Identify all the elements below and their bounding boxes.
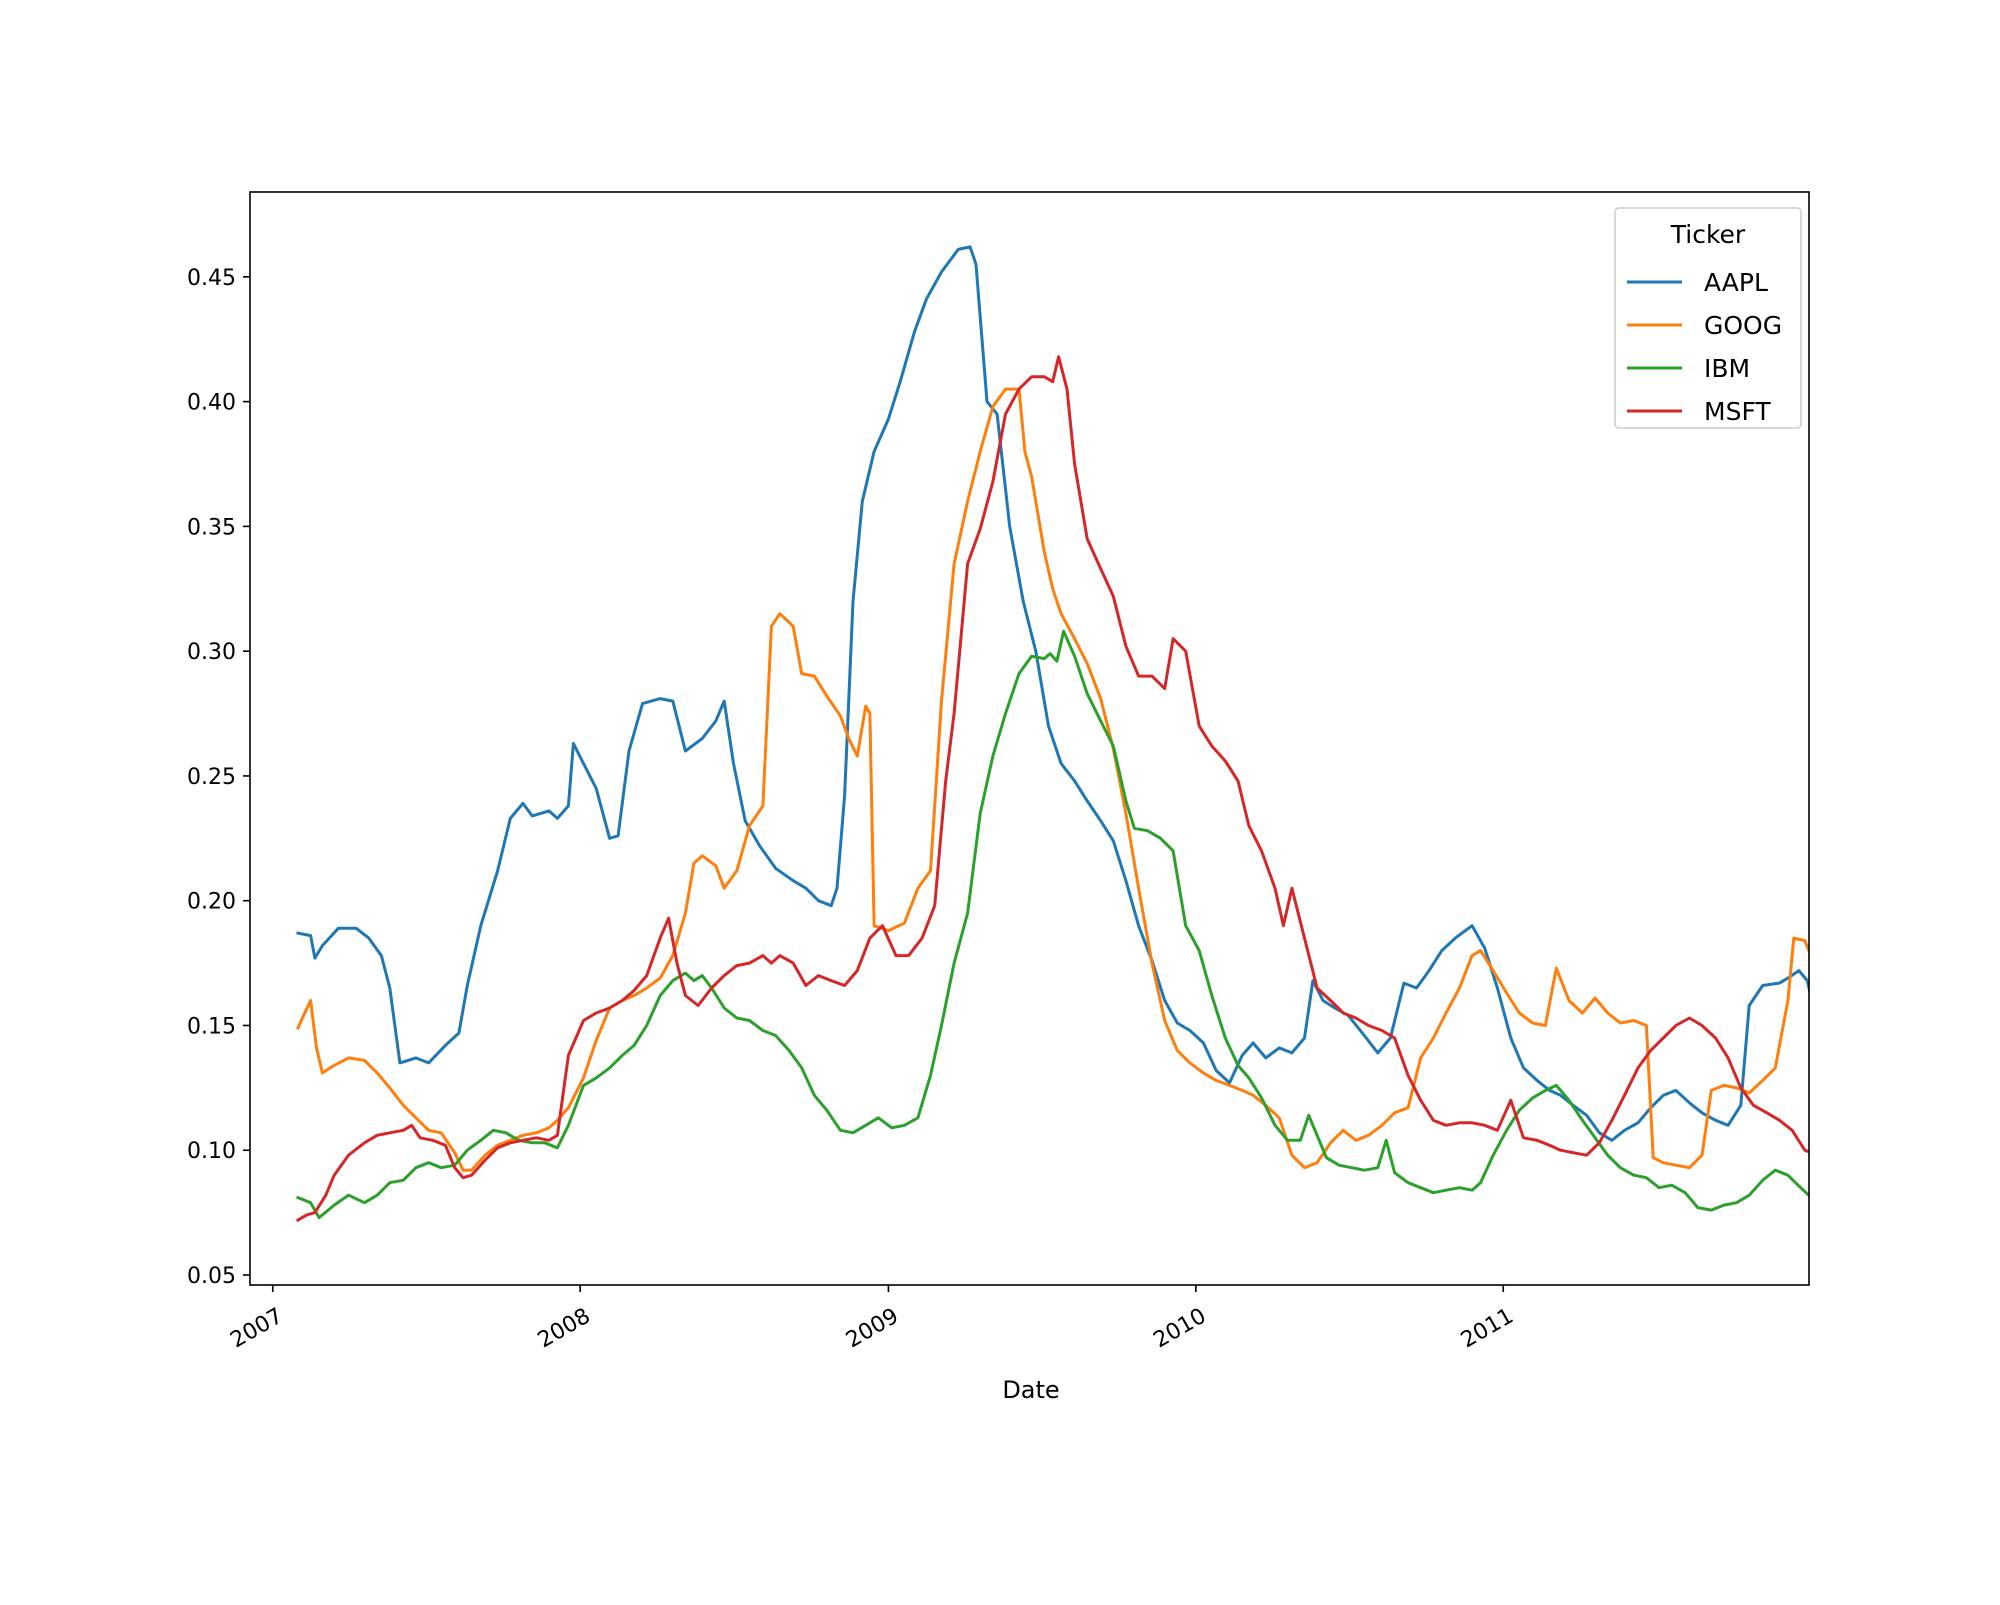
y-tick-label: 0.30 [187,640,236,665]
legend-label-msft: MSFT [1704,397,1771,426]
legend-label-aapl: AAPL [1704,268,1768,297]
y-tick-label: 0.35 [187,515,236,540]
series-line-ibm [296,629,1809,1220]
legend-label-goog: GOOG [1704,311,1782,340]
legend: Ticker AAPL GOOG IBM MSFT [1614,207,1802,429]
plot-lines [295,245,1809,1223]
legend-label-ibm: IBM [1704,354,1750,383]
series-line-msft [295,355,1809,1223]
legend-title: Ticker [1670,220,1746,249]
legend-box [1614,207,1802,429]
y-axis: 0.05 0.10 0.15 0.20 0.25 0.30 0.35 0.40 0.45 [187,266,250,1289]
y-tick-label: 0.20 [187,890,236,915]
plot-frame [249,191,1810,1286]
series-line-goog [296,387,1809,1172]
y-tick-label: 0.40 [187,391,236,416]
y-tick-label: 0.15 [187,1014,236,1039]
y-tick-label: 0.25 [187,765,236,790]
y-tick-label: 0.05 [187,1264,236,1289]
y-tick-label: 0.45 [187,266,236,291]
x-axis-label: Date [1002,1376,1059,1404]
y-tick-label: 0.10 [187,1139,236,1164]
